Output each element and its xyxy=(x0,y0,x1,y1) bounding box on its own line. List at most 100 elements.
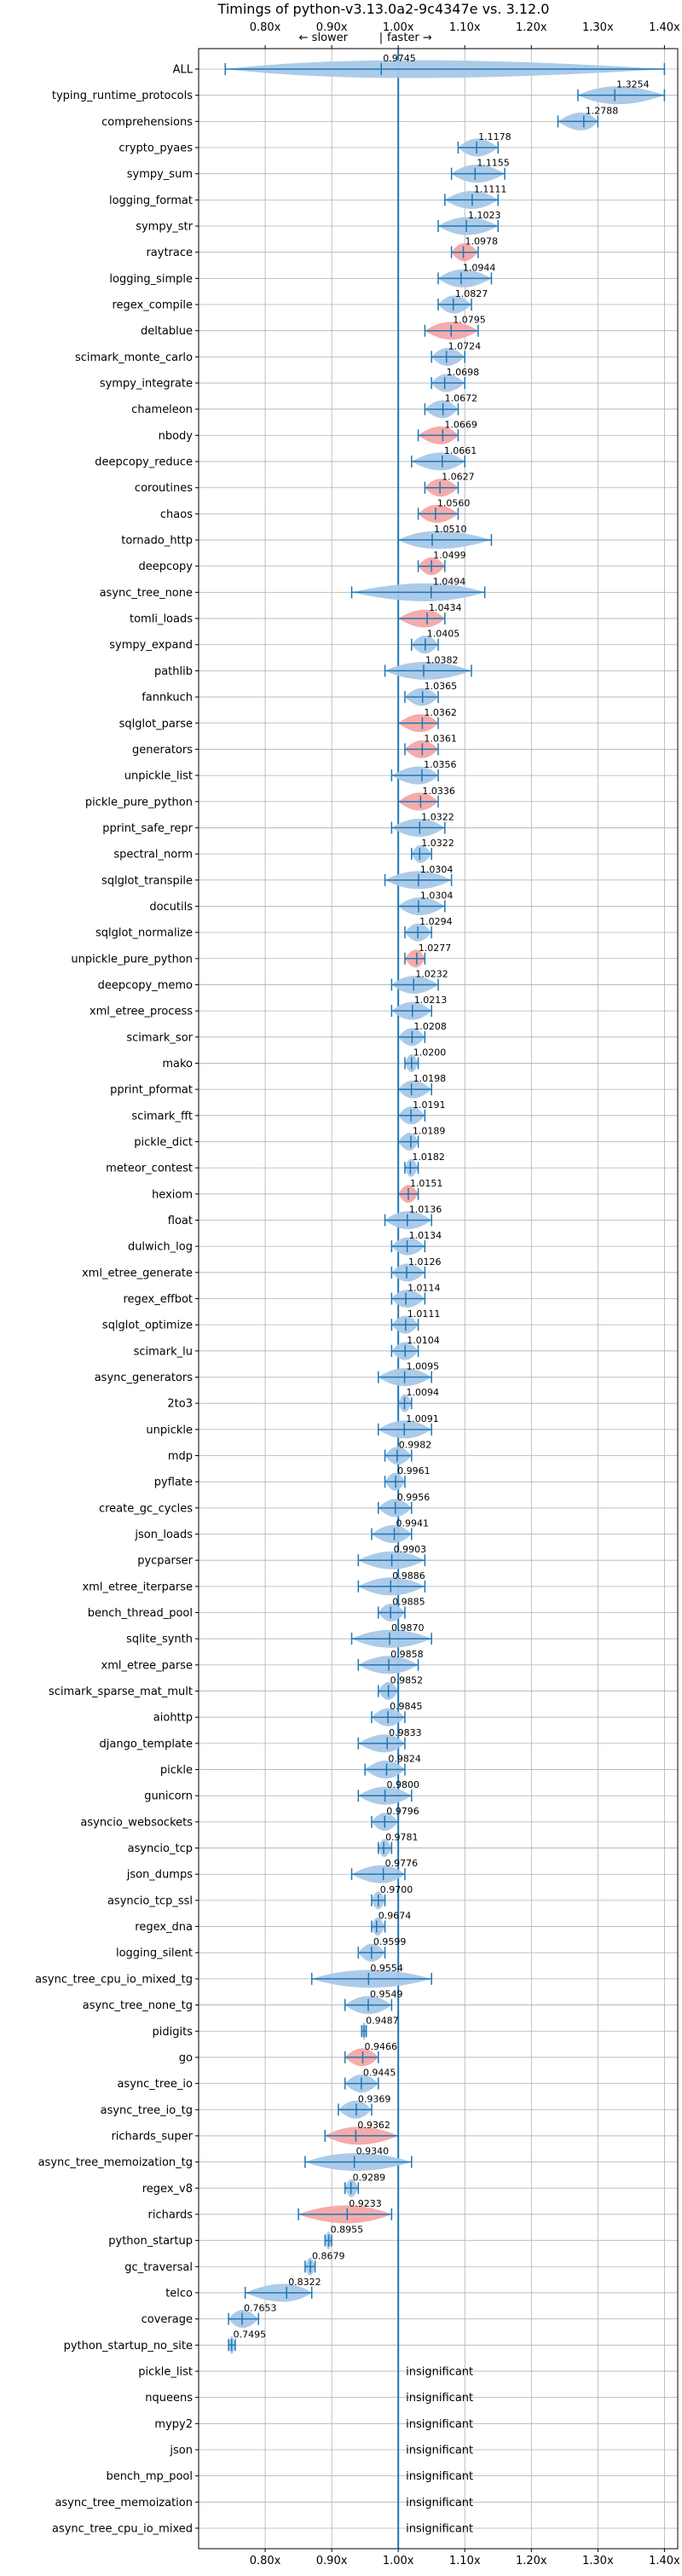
chart-title: Timings of python-v3.13.0a2-9c4347e vs. … xyxy=(217,1,550,17)
value-label: 1.3254 xyxy=(616,79,650,90)
value-label: 1.0126 xyxy=(408,1256,442,1268)
benchmark-label: xml_etree_iterparse xyxy=(82,1581,193,1593)
value-label: 1.0104 xyxy=(407,1335,439,1346)
value-label: 0.9858 xyxy=(390,1649,424,1660)
value-label: 0.9466 xyxy=(364,2041,397,2052)
value-label: 0.9824 xyxy=(388,1754,421,1765)
value-label: 0.9776 xyxy=(385,1858,419,1869)
benchmark-label: asyncio_websockets xyxy=(80,1816,193,1829)
benchmark-label: sqlglot_transpile xyxy=(101,874,193,887)
benchmark-label: deepcopy xyxy=(138,560,193,573)
benchmark-label: scimark_monte_carlo xyxy=(75,351,193,364)
benchmark-label: python_startup xyxy=(108,2235,193,2248)
value-label: 1.0277 xyxy=(419,943,452,954)
benchmark-label: regex_compile xyxy=(112,299,193,312)
top-axis-ticks: 0.80x 0.90x 1.00x 1.10x 1.20x 1.30x 1.40x xyxy=(250,21,680,49)
value-label: 1.1111 xyxy=(474,183,507,194)
value-label: 1.0091 xyxy=(406,1413,439,1424)
benchmark-label: sympy_sum xyxy=(127,168,193,181)
benchmark-label: aiohttp xyxy=(153,1712,193,1725)
benchmark-label: bench_mp_pool xyxy=(106,2470,193,2483)
benchmark-label: xml_etree_process xyxy=(90,1006,193,1018)
benchmark-label: async_tree_cpu_io_mixed xyxy=(52,2522,193,2535)
benchmark-label: mdp xyxy=(168,1450,193,1463)
value-label: 0.9674 xyxy=(379,1911,412,1922)
benchmark-label: bench_thread_pool xyxy=(88,1607,193,1620)
value-label: 1.0661 xyxy=(444,445,477,456)
value-label: 1.0200 xyxy=(413,1047,447,1058)
benchmark-label: deepcopy_reduce xyxy=(95,456,193,469)
value-label: 1.0191 xyxy=(413,1099,446,1111)
value-label: 1.0111 xyxy=(407,1308,440,1320)
benchmark-label: pidigits xyxy=(153,2026,194,2039)
benchmark-label: fannkuch xyxy=(142,692,193,705)
benchmark-label: pickle_pure_python xyxy=(85,796,193,809)
value-label: 1.0232 xyxy=(415,968,448,979)
benchmark-label: deepcopy_memo xyxy=(98,979,193,992)
benchmark-label: scimark_sor xyxy=(126,1031,193,1044)
value-label: 1.0304 xyxy=(420,890,454,901)
benchmark-label: generators xyxy=(132,744,193,757)
benchmark-label: sympy_expand xyxy=(109,639,193,652)
top-tick-label: 1.30x xyxy=(582,21,614,34)
benchmark-label: crypto_pyaes xyxy=(118,142,193,155)
value-label: 1.0627 xyxy=(442,472,475,483)
top-tick-label: 1.10x xyxy=(449,21,481,34)
value-label: 1.0304 xyxy=(420,864,454,875)
benchmark-labels: ALL typing_runtime_protocols comprehension… xyxy=(35,64,199,2535)
top-tick-label: 0.80x xyxy=(250,21,281,34)
value-label: 1.0182 xyxy=(412,1152,445,1163)
benchmark-label: async_tree_none xyxy=(100,587,193,600)
benchmark-label: sympy_str xyxy=(136,221,193,234)
benchmark-label: sympy_integrate xyxy=(100,378,193,391)
value-label: 0.9362 xyxy=(357,2120,390,2131)
bottom-axis-ticks: 0.80x 0.90x 1.00x 1.10x 1.20x 1.30x 1.40x xyxy=(250,2549,680,2567)
slower-label: ← slower xyxy=(299,32,349,44)
benchmark-label: typing_runtime_protocols xyxy=(52,90,193,102)
value-label: 1.0361 xyxy=(424,733,457,744)
value-label: 1.0356 xyxy=(424,759,457,770)
value-label: 1.0978 xyxy=(465,236,499,247)
benchmark-label: telco xyxy=(165,2287,193,2300)
benchmark-label: sqlglot_optimize xyxy=(102,1320,193,1332)
insignificant-label: insignificant xyxy=(406,2392,473,2405)
benchmark-label: async_tree_io_tg xyxy=(101,2104,193,2117)
value-label: 1.0382 xyxy=(425,654,459,665)
benchmark-label: async_tree_io xyxy=(117,2078,193,2091)
benchmark-label: gc_traversal xyxy=(124,2261,193,2274)
benchmark-label: json_dumps xyxy=(126,1869,193,1882)
value-label: 0.9745 xyxy=(383,53,416,64)
benchmark-label: 2to3 xyxy=(167,1398,193,1411)
value-label: 1.0322 xyxy=(421,811,454,822)
benchmark-label: django_template xyxy=(100,1738,193,1750)
value-label: 1.0494 xyxy=(433,576,465,587)
benchmark-label: pprint_pformat xyxy=(110,1084,193,1097)
value-label: 1.0499 xyxy=(433,550,466,561)
insignificant-label: insignificant xyxy=(406,2497,473,2509)
benchmark-label: scimark_lu xyxy=(134,1345,193,1358)
top-tick-label: 1.00x xyxy=(383,21,414,34)
benchmark-label: scimark_sparse_mat_mult xyxy=(49,1685,193,1698)
value-label: 1.0795 xyxy=(453,315,486,326)
benchmark-label: async_tree_memoization xyxy=(55,2497,193,2509)
value-label: 1.0151 xyxy=(410,1178,443,1189)
benchmark-label: regex_effbot xyxy=(123,1293,193,1306)
plot-frame xyxy=(198,48,679,2550)
benchmark-label: richards_super xyxy=(111,2130,193,2143)
benchmark-label: async_tree_none_tg xyxy=(83,1999,193,2012)
value-label: 0.9445 xyxy=(363,2068,396,2079)
benchmark-label: logging_silent xyxy=(116,1947,193,1960)
benchmark-label: sqlite_synth xyxy=(126,1633,193,1646)
value-label: 1.0827 xyxy=(455,288,488,299)
value-label: 0.9289 xyxy=(353,2172,386,2183)
benchmark-label: pycparser xyxy=(137,1555,193,1568)
benchmark-label: mako xyxy=(162,1058,193,1070)
value-label: 0.9781 xyxy=(385,1832,419,1843)
benchmark-label: chaos xyxy=(160,508,193,521)
benchmark-label: hexiom xyxy=(152,1188,193,1201)
value-label: 0.9941 xyxy=(396,1518,430,1529)
value-label: 1.0095 xyxy=(407,1361,439,1372)
benchmark-label: logging_format xyxy=(109,194,193,207)
direction-annotation: ← slower | faster → xyxy=(299,32,432,44)
